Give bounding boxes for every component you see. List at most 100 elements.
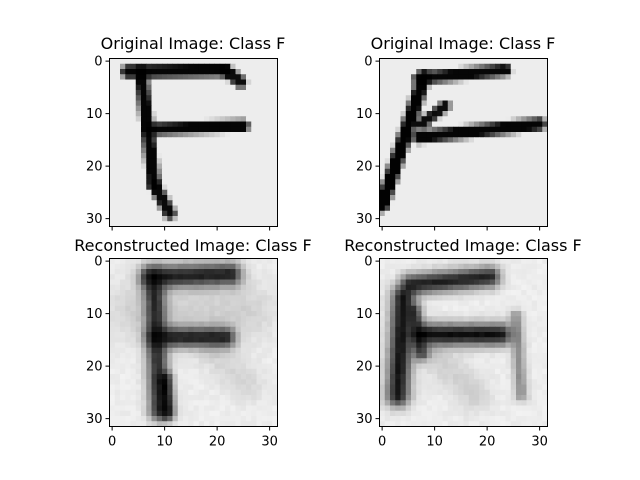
pixel [209,100,215,107]
pixel [479,105,485,112]
pixel [214,263,221,270]
pixel [125,342,131,349]
pixel [162,389,168,396]
pixel [526,263,533,270]
pixel [484,316,491,322]
pixel [516,95,522,101]
pixel [521,105,527,112]
pixel [125,147,131,154]
pixel [463,58,470,65]
pixel [474,142,480,149]
pixel [151,295,158,301]
pixel [537,116,543,122]
pixel [204,79,210,86]
pixel [384,305,391,312]
pixel [432,395,438,401]
pixel [272,210,278,217]
pixel [125,126,131,133]
pixel [130,79,137,86]
pixel [379,332,386,338]
pixel [267,368,273,375]
pixel [384,321,391,328]
pixel [193,321,200,328]
pixel [230,258,236,265]
pixel [193,421,200,427]
pixel [447,284,454,291]
pixel [510,421,517,427]
pixel [489,326,496,333]
pixel [193,332,200,338]
pixel [151,132,158,138]
pixel [109,374,116,380]
pixel [421,269,428,275]
pixel [151,195,158,201]
pixel [230,116,236,122]
pixel [516,421,522,427]
pixel [390,363,396,370]
pixel [458,116,464,122]
pixel [426,405,433,412]
pixel [172,363,179,370]
pixel [261,179,268,185]
pixel [521,316,527,322]
pixel [537,363,543,370]
pixel [261,321,268,328]
pixel [458,69,464,75]
pixel [395,321,401,328]
pixel [177,137,184,143]
pixel [442,410,449,417]
pixel [130,69,137,75]
pixel [542,84,548,91]
pixel [526,258,533,265]
pixel [521,100,527,107]
pixel [531,400,538,406]
pixel [526,111,533,117]
pixel [411,189,417,196]
pixel [219,168,226,175]
pixel [495,116,501,122]
pixel [146,379,152,385]
pixel [204,137,210,143]
pixel [447,405,454,412]
pixel [183,174,189,180]
pixel [135,389,142,396]
pixel [468,200,475,206]
pixel [484,74,491,80]
pixel [135,295,142,301]
pixel [267,179,273,185]
pixel [516,63,522,70]
pixel [225,368,231,375]
pixel [405,410,412,417]
pixel [214,405,221,412]
pixel [416,100,422,107]
pixel [489,200,496,206]
pixel [516,147,522,154]
pixel [130,142,137,149]
pixel [256,416,263,422]
y-tick-label: 30 [356,412,373,427]
pixel [177,326,184,333]
pixel [125,74,131,80]
pixel [437,69,443,75]
pixel [167,305,173,312]
pixel [474,126,480,133]
pixel [447,416,454,422]
pixel [537,195,543,201]
pixel [256,221,263,227]
pixel [447,300,454,307]
pixel [442,195,449,201]
pixel [542,274,548,280]
pixel [479,353,485,359]
pixel [135,105,142,112]
pixel [437,121,443,128]
pixel [240,389,247,396]
pixel [526,95,533,101]
pixel [219,137,226,143]
pixel [246,205,252,212]
pixel [510,90,517,96]
pixel [437,111,443,117]
pixel [542,210,548,217]
pixel [130,368,137,375]
pixel [125,69,131,75]
pixel [521,295,527,301]
